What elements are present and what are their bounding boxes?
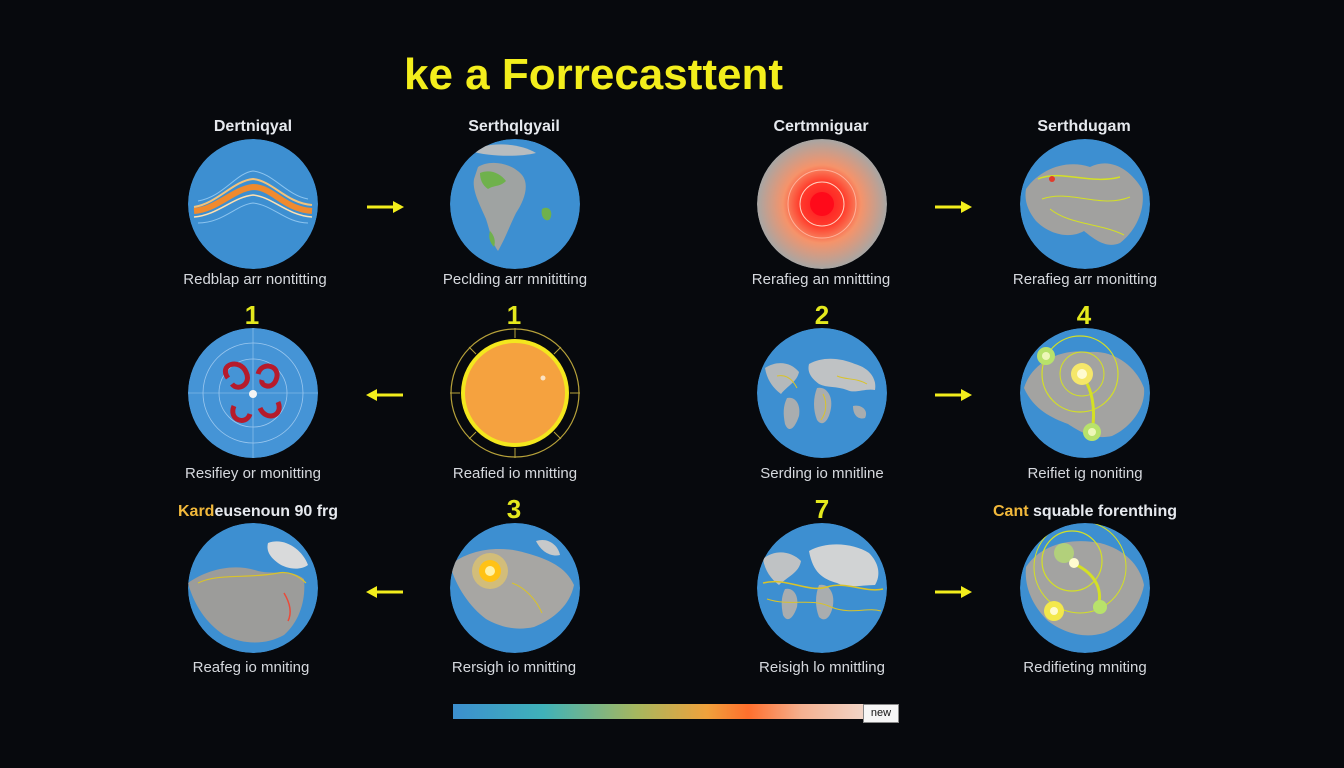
panel-caption: Peclding arr mnititting — [442, 271, 588, 288]
panel-caption: Reafied io mnitting — [452, 465, 578, 482]
panel-header: Serthqlgyail — [468, 118, 560, 135]
panel-caption: Resifiey or monitting — [185, 465, 321, 482]
color-scale-bar — [453, 704, 863, 719]
note-highlight: Cant — [992, 503, 1029, 520]
diagram-title: ke a Forrecasttent — [404, 50, 784, 99]
arrow-right-icon — [367, 201, 404, 213]
panel-caption: Rerafieg an mnittting — [751, 271, 891, 288]
arrow-right-icon — [935, 201, 972, 213]
globe-coast-land — [188, 523, 318, 653]
globe-jetstream — [188, 139, 318, 269]
globe-land-tracks — [1020, 139, 1150, 269]
panel-note-right: Cant squable forenthing — [993, 503, 1177, 521]
step-number: 7 — [814, 494, 830, 524]
arrow-right-icon — [935, 389, 972, 401]
globe-heat-spot — [757, 139, 887, 269]
panel-caption: Serding io mnitline — [760, 465, 884, 482]
globe-south-america — [450, 139, 580, 269]
panel-caption: Reisigh lo mnittling — [759, 659, 885, 676]
arrow-right-icon — [935, 586, 972, 598]
note-text: squable forenthing — [1028, 503, 1178, 520]
panel-header: Serthdugam — [1037, 118, 1131, 135]
panel-header: Certmniguar — [773, 118, 869, 135]
globe-sun-disc — [450, 328, 580, 458]
step-number: 1 — [506, 300, 522, 330]
step-number: 1 — [244, 300, 260, 330]
step-number: 4 — [1076, 300, 1092, 330]
panel-caption: Redifieting mniting — [1023, 659, 1147, 676]
globe-tracked-storm-2 — [1020, 523, 1150, 653]
step-number: 3 — [506, 494, 522, 524]
note-highlight: Kard — [177, 503, 215, 520]
step-number: 2 — [814, 300, 830, 330]
panel-caption: Rerafieg arr monitting — [1012, 271, 1158, 288]
globe-sun-land — [450, 523, 580, 653]
note-text: eusenoun 90 frg — [214, 503, 339, 520]
globe-world-map-tracks — [757, 523, 887, 653]
panel-caption: Redblap arr nontitting — [183, 271, 327, 288]
globe-tracked-storm — [1020, 328, 1150, 458]
arrow-left-icon — [366, 389, 403, 401]
panel-caption: Rersigh io mnitting — [451, 659, 577, 676]
arrow-left-icon — [366, 586, 403, 598]
panel-header: Dertniqyal — [213, 118, 293, 135]
color-scale-label: new — [863, 704, 899, 723]
globe-world-map — [757, 328, 887, 458]
globe-storm-swirl — [188, 328, 318, 458]
panel-caption: Reafeg io mniting — [192, 659, 310, 676]
panel-caption: Reifiet ig noniting — [1027, 465, 1143, 482]
panel-note-left: Kardeusenoun 90 frg — [178, 503, 338, 521]
